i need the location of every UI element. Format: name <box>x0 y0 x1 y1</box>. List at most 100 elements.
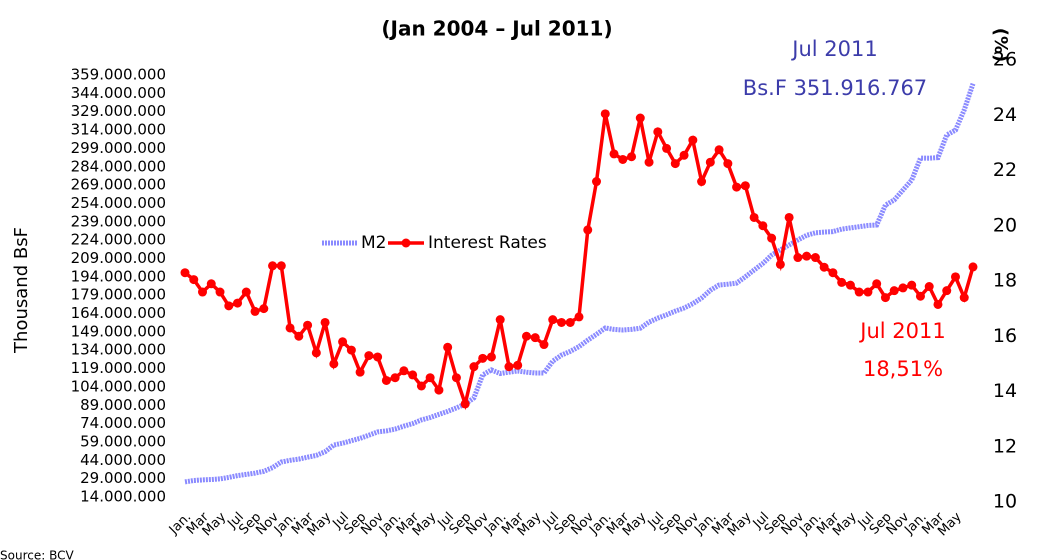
y2-axis-label: (%) <box>990 28 1011 63</box>
legend-label: M2 <box>361 233 386 253</box>
point <box>390 373 400 383</box>
y-tick-label: 149.000.000 <box>71 322 166 340</box>
y-axis-label: Thousand BsF <box>11 227 32 354</box>
y-tick-label: 239.000.000 <box>71 212 166 230</box>
point <box>215 287 225 297</box>
point <box>705 157 715 167</box>
point <box>530 333 540 343</box>
point <box>784 212 794 222</box>
y2-tick-label: 12 <box>993 435 1017 457</box>
y-tick-label: 224.000.000 <box>71 231 166 249</box>
point <box>837 277 847 287</box>
point <box>381 375 391 385</box>
point <box>399 366 409 376</box>
point <box>950 272 960 282</box>
point <box>793 253 803 263</box>
point <box>539 340 549 350</box>
point <box>486 352 496 362</box>
point <box>469 362 479 372</box>
point <box>653 127 663 137</box>
point <box>338 337 348 347</box>
point <box>968 262 978 272</box>
chart-subtitle: (Jan 2004 – Jul 2011) <box>381 17 612 41</box>
legend-label: Interest Rates <box>428 233 547 253</box>
point <box>443 342 453 352</box>
y-tick-label: 14.000.000 <box>80 487 166 505</box>
y2-tick-label: 20 <box>993 214 1017 236</box>
point <box>206 279 216 289</box>
point <box>408 370 418 380</box>
point <box>775 259 785 269</box>
point <box>574 312 584 322</box>
point <box>723 159 733 169</box>
y-tick-label: 314.000.000 <box>71 121 166 139</box>
y-tick-label: 194.000.000 <box>71 267 166 285</box>
y-tick-label: 74.000.000 <box>80 414 166 432</box>
y2-tick-label: 18 <box>993 270 1017 292</box>
point <box>802 251 812 261</box>
point <box>346 345 356 355</box>
y-tick-label: 344.000.000 <box>71 84 166 102</box>
point <box>898 283 908 293</box>
point <box>425 373 435 383</box>
y2-tick-label: 14 <box>993 380 1017 402</box>
point <box>592 177 602 187</box>
y2-tick-label: 24 <box>993 104 1017 126</box>
annotation: 18,51% <box>863 357 943 381</box>
y-tick-label: 59.000.000 <box>80 432 166 450</box>
point <box>959 293 969 303</box>
y-tick-label: 209.000.000 <box>71 249 166 267</box>
point <box>845 280 855 290</box>
y-tick-label: 134.000.000 <box>71 341 166 359</box>
point <box>460 399 470 409</box>
y-tick-label: 29.000.000 <box>80 469 166 487</box>
point <box>697 177 707 187</box>
legend-swatch <box>401 238 411 248</box>
point <box>320 317 330 327</box>
point <box>434 385 444 395</box>
point <box>679 150 689 160</box>
y-tick-label: 329.000.000 <box>71 102 166 120</box>
y-tick-label: 44.000.000 <box>80 451 166 469</box>
point <box>609 149 619 159</box>
y-tick-label: 89.000.000 <box>80 396 166 414</box>
point <box>548 315 558 325</box>
source: Source: BCV <box>0 549 74 560</box>
point <box>618 154 628 164</box>
point <box>303 320 313 330</box>
y-tick-label: 119.000.000 <box>71 359 166 377</box>
point <box>907 280 917 290</box>
y2-tick-label: 26 <box>993 49 1017 71</box>
point <box>810 253 820 263</box>
point <box>740 181 750 191</box>
point <box>294 331 304 341</box>
point <box>364 351 374 361</box>
point <box>285 323 295 333</box>
annotation: Jul 2011 <box>858 319 945 343</box>
point <box>373 352 383 362</box>
point <box>268 261 278 271</box>
point <box>504 362 514 372</box>
point <box>276 261 286 271</box>
y2-tick-label: 10 <box>993 491 1017 513</box>
point <box>644 157 654 167</box>
point <box>819 262 829 272</box>
point <box>355 367 365 377</box>
point <box>180 268 190 278</box>
y2-tick-label: 16 <box>993 325 1017 347</box>
point <box>924 282 934 292</box>
point <box>758 221 768 231</box>
point <box>670 159 680 169</box>
point <box>600 109 610 119</box>
series-line <box>183 113 975 411</box>
point <box>198 287 208 297</box>
y2-tick-label: 22 <box>993 159 1017 181</box>
annotation: Jul 2011 <box>790 37 877 61</box>
point <box>635 113 645 123</box>
point <box>662 143 672 153</box>
point <box>259 304 269 314</box>
y-tick-label: 179.000.000 <box>71 286 166 304</box>
point <box>767 233 777 243</box>
y-tick-label: 269.000.000 <box>71 176 166 194</box>
